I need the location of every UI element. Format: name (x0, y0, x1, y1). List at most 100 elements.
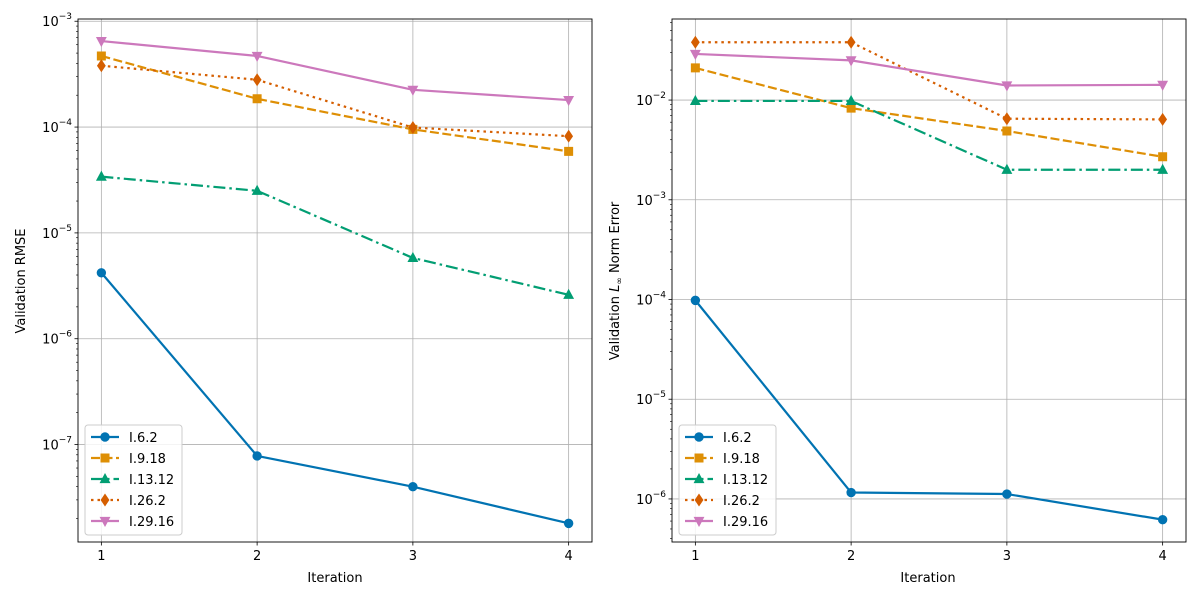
left-data-point (96, 268, 107, 278)
left-legend-frame (84, 424, 183, 536)
left-data-point (251, 184, 263, 195)
right-legend-marker (694, 453, 704, 463)
left-data-point (407, 251, 419, 263)
right-y-axis-label-prefix: Validation (608, 292, 623, 360)
left-data-point (252, 73, 262, 87)
right-series-I.26.2 (690, 35, 1168, 126)
left-x-tick-label: 2 (253, 549, 261, 564)
right-data-point (1157, 163, 1169, 174)
left-series-I.13.12 (95, 170, 575, 299)
left-y-tick-label: 10−7 (42, 436, 72, 454)
right-data-point (689, 49, 701, 61)
left-y-tick-label: 10−3 (42, 12, 72, 30)
left-data-point (563, 95, 575, 107)
right-legend-label: I.26.2 (723, 494, 760, 509)
left-x-tick-label: 1 (97, 549, 105, 564)
right-y-tick-label: 10−5 (636, 390, 666, 408)
left-data-point (407, 85, 419, 96)
right-series-line (695, 99, 1163, 171)
left-data-point (563, 518, 574, 529)
left-legend-label: I.6.2 (129, 431, 158, 446)
left-y-tick-label: 10−4 (42, 118, 72, 136)
left-x-axis-label: Iteration (307, 571, 362, 586)
left-series (95, 36, 575, 529)
right-data-point (690, 35, 700, 49)
left-data-point (252, 94, 262, 104)
right-y-tick-label-base: 10 (636, 194, 653, 209)
left-series-I.6.2 (96, 268, 574, 529)
right-legend-frame (678, 424, 777, 536)
left-y-tick-label-exponent: −4 (59, 118, 73, 128)
left-legend-marker (100, 453, 110, 463)
right-data-point (1157, 514, 1168, 525)
right-legend: I.6.2 I.9.18 I.13.12 I.26.2 I.29.16 (678, 424, 777, 536)
left-y-tick-label-exponent: −5 (59, 224, 72, 234)
right-data-point (1001, 163, 1013, 174)
left-legend-label: I.29.16 (129, 515, 174, 530)
right-x-axis-label: Iteration (900, 571, 955, 586)
right-data-point (846, 35, 856, 49)
left-data-point (251, 51, 263, 63)
right-data-point (1002, 489, 1012, 499)
left-y-axis-label: Validation RMSE (14, 228, 29, 333)
right-series-line (694, 299, 1163, 521)
right-series-line (695, 66, 1163, 158)
left-series-line (100, 272, 569, 525)
right-series-line (695, 41, 1163, 121)
right-y-tick-label-base: 10 (636, 393, 653, 408)
right-axes-frame (671, 18, 1187, 543)
right-y-tick-label-exponent: −6 (653, 490, 667, 500)
right-data-point (1157, 80, 1169, 91)
left-y-tick-label-base: 10 (42, 333, 59, 348)
right-y-tick-label: 10−6 (636, 490, 666, 508)
left-series-line (101, 54, 569, 153)
left-legend-marker (99, 472, 111, 484)
right-data-point (1001, 81, 1013, 92)
right-y-tick-label-base: 10 (636, 294, 653, 309)
left-data-point (408, 481, 418, 492)
right-data-point (845, 94, 857, 106)
right-y-tick-label-exponent: −5 (653, 390, 666, 400)
right-y-tick-label: 10−3 (636, 191, 666, 209)
left-x-tick-label: 4 (564, 549, 572, 564)
right-y-tick-label-base: 10 (636, 94, 653, 109)
left-y-tick-label: 10−6 (42, 330, 72, 348)
right-panel: Iteration Validation L∞ Norm Error 10−61… (608, 18, 1187, 586)
right-legend-label: I.29.16 (723, 515, 768, 530)
left-legend: I.6.2 I.9.18 I.13.12 I.26.2 I.29.16 (84, 424, 183, 536)
right-y-tick-label-base: 10 (636, 493, 653, 508)
left-y-tick-label-base: 10 (42, 227, 59, 242)
right-y-tick-label: 10−2 (636, 91, 666, 109)
right-data-point (690, 63, 700, 73)
right-x-tick-label: 1 (691, 549, 699, 564)
left-legend-marker (100, 432, 110, 442)
right-y-axis-label-math: L (608, 285, 623, 292)
right-data-point (1002, 112, 1012, 126)
right-legend-marker (693, 516, 705, 528)
right-data-point (846, 487, 856, 498)
right-legend-marker (693, 472, 705, 484)
left-data-point (95, 36, 107, 48)
left-y-tick-label-exponent: −7 (59, 436, 72, 446)
left-panel: Iteration Validation RMSE 10−710−610−510… (14, 12, 593, 586)
right-legend-label: I.9.18 (723, 452, 760, 467)
right-y-tick-label: 10−4 (636, 291, 666, 309)
left-legend-marker (99, 516, 111, 528)
right-x-tick-label: 3 (1003, 549, 1011, 564)
left-axes-frame (77, 18, 593, 543)
right-series-I.6.2 (690, 295, 1168, 525)
left-series-I.26.2 (96, 59, 574, 143)
left-data-point (564, 129, 574, 143)
left-data-point (563, 288, 575, 299)
right-x-tick-label: 2 (847, 549, 855, 564)
left-y-tick-label: 10−5 (42, 224, 72, 242)
left-y-tick-label-base: 10 (42, 15, 59, 30)
left-legend-marker (100, 493, 110, 507)
right-legend-label: I.13.12 (723, 473, 768, 488)
left-data-point (408, 121, 418, 135)
right-legend-marker (694, 432, 704, 442)
left-y-tick-label-exponent: −3 (59, 12, 72, 22)
left-series-I.29.16 (95, 36, 575, 107)
right-series-I.29.16 (689, 49, 1169, 92)
